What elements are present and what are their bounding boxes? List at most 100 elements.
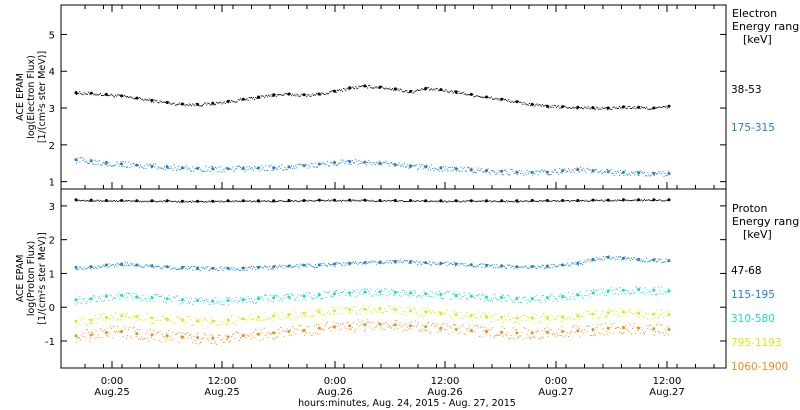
data-noise — [263, 169, 265, 171]
data-noise — [197, 104, 199, 106]
data-noise — [389, 88, 391, 90]
data-point — [74, 334, 78, 338]
data-noise — [333, 199, 335, 201]
data-noise — [103, 200, 105, 202]
data-noise — [152, 166, 153, 168]
data-noise — [193, 324, 195, 326]
data-noise — [667, 288, 669, 290]
data-noise — [636, 315, 638, 317]
data-noise — [304, 334, 306, 336]
data-noise — [110, 327, 112, 329]
data-noise — [268, 268, 270, 270]
data-noise — [114, 266, 115, 268]
data-noise — [109, 94, 111, 96]
data-noise — [546, 327, 548, 329]
data-noise — [121, 165, 123, 167]
data-noise — [265, 265, 266, 267]
legend-title-line: Electron — [732, 7, 777, 20]
data-noise — [209, 104, 211, 106]
data-noise — [347, 87, 349, 89]
data-noise — [318, 199, 320, 201]
data-noise — [268, 200, 270, 202]
data-noise — [98, 314, 100, 316]
data-noise — [534, 336, 536, 338]
data-noise — [270, 333, 272, 335]
data-noise — [399, 259, 401, 261]
legend-entry: 795-1193 — [731, 337, 782, 349]
data-noise — [624, 256, 626, 258]
data-noise — [559, 201, 561, 203]
data-noise — [200, 266, 202, 268]
data-noise — [313, 166, 315, 168]
data-noise — [294, 94, 296, 96]
data-point — [637, 311, 641, 315]
data-noise — [129, 326, 131, 328]
data-noise — [558, 315, 560, 317]
data-noise — [625, 258, 627, 260]
data-noise — [360, 290, 362, 292]
data-noise — [401, 330, 403, 332]
data-noise — [632, 199, 634, 201]
data-noise — [470, 263, 472, 265]
data-noise — [278, 266, 279, 268]
data-noise — [79, 324, 81, 326]
data-noise — [172, 331, 174, 333]
data-noise — [297, 293, 299, 295]
data-noise — [440, 200, 442, 202]
data-noise — [540, 316, 542, 318]
data-noise — [608, 106, 610, 108]
data-noise — [568, 107, 569, 109]
data-noise — [407, 326, 409, 328]
data-noise — [209, 317, 211, 318]
data-noise — [613, 106, 615, 108]
data-noise — [597, 107, 599, 109]
data-noise — [206, 266, 208, 268]
data-noise — [509, 201, 511, 203]
data-noise — [85, 200, 87, 202]
data-noise — [276, 168, 278, 170]
data-noise — [398, 162, 400, 164]
data-point — [272, 166, 276, 170]
data-noise — [281, 331, 283, 333]
data-noise — [115, 297, 117, 299]
data-noise — [584, 170, 586, 172]
data-noise — [101, 95, 102, 96]
data-noise — [600, 199, 602, 201]
data-noise — [278, 313, 279, 315]
data-noise — [649, 199, 651, 201]
data-noise — [460, 263, 462, 265]
data-noise — [412, 261, 414, 263]
data-noise — [77, 301, 79, 303]
data-noise — [228, 335, 230, 337]
data-noise — [432, 89, 434, 91]
data-noise — [296, 328, 298, 330]
data-noise — [414, 165, 416, 166]
data-noise — [255, 302, 257, 304]
data-noise — [388, 324, 390, 326]
data-noise — [183, 167, 185, 169]
data-noise — [538, 200, 540, 202]
data-noise — [265, 319, 266, 321]
data-noise — [459, 315, 461, 317]
data-noise — [456, 330, 458, 332]
data-noise — [148, 298, 150, 300]
data-noise — [178, 300, 180, 302]
data-noise — [142, 98, 144, 100]
data-noise — [105, 293, 107, 295]
data-noise — [452, 294, 454, 295]
data-noise — [610, 200, 612, 202]
data-noise — [307, 316, 309, 318]
data-noise — [275, 95, 277, 97]
data-noise — [369, 325, 371, 327]
data-noise — [99, 267, 101, 268]
data-noise — [564, 169, 566, 171]
data-noise — [591, 292, 593, 293]
data-noise — [587, 106, 589, 108]
data-noise — [476, 325, 478, 327]
data-point — [378, 290, 382, 294]
data-noise — [626, 108, 628, 110]
data-noise — [272, 337, 274, 339]
data-noise — [506, 335, 508, 337]
data-noise — [421, 264, 423, 266]
data-noise — [150, 167, 152, 169]
